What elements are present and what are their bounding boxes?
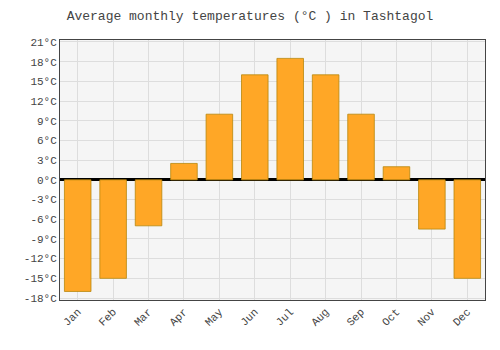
svg-text:9°C: 9°C xyxy=(37,116,57,128)
svg-text:Jun: Jun xyxy=(238,306,260,328)
svg-text:Nov: Nov xyxy=(415,306,438,329)
svg-text:-3°C: -3°C xyxy=(30,194,57,206)
svg-text:Sep: Sep xyxy=(345,306,367,328)
svg-text:18°C: 18°C xyxy=(30,57,57,69)
svg-text:0°C: 0°C xyxy=(37,175,57,187)
svg-text:3°C: 3°C xyxy=(37,155,57,167)
svg-text:Jan: Jan xyxy=(61,306,83,328)
svg-text:-6°C: -6°C xyxy=(30,214,57,226)
svg-text:Oct: Oct xyxy=(380,306,402,328)
svg-text:12°C: 12°C xyxy=(30,96,57,108)
svg-text:Dec: Dec xyxy=(451,306,473,328)
svg-text:Aug: Aug xyxy=(309,306,331,328)
svg-text:Mar: Mar xyxy=(132,306,154,328)
svg-text:15°C: 15°C xyxy=(30,76,57,88)
svg-text:Average monthly temperatures (: Average monthly temperatures (°C ) in Ta… xyxy=(67,9,434,24)
svg-text:-18°C: -18°C xyxy=(24,293,57,305)
svg-text:Feb: Feb xyxy=(97,306,119,328)
svg-text:21°C: 21°C xyxy=(30,37,57,49)
svg-text:Jul: Jul xyxy=(274,306,296,328)
svg-text:May: May xyxy=(203,306,226,329)
svg-text:6°C: 6°C xyxy=(37,135,57,147)
svg-text:Apr: Apr xyxy=(167,306,189,328)
svg-text:-9°C: -9°C xyxy=(30,234,57,246)
svg-text:-12°C: -12°C xyxy=(24,253,57,265)
svg-text:-15°C: -15°C xyxy=(24,273,57,285)
